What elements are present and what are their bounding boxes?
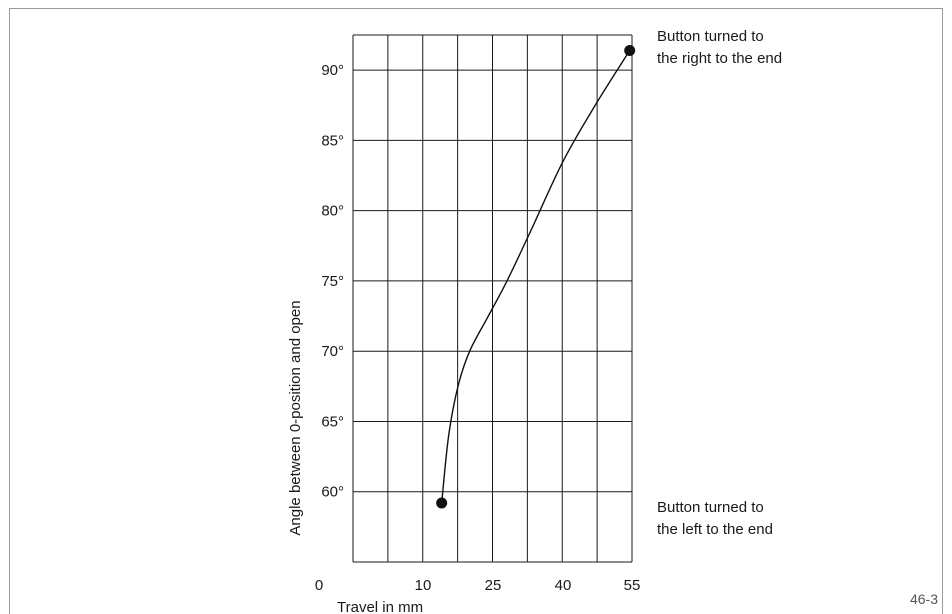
y-axis-tick-labels: 60° 65° 70° 75° 80° 85° 90° [321,62,344,501]
x-tick-label: 0 [315,577,323,594]
y-tick-label: 60° [321,484,344,501]
chart-grid [352,34,633,563]
y-tick-label: 85° [321,132,344,149]
y-tick-label: 70° [321,343,344,360]
x-axis-tick-labels: 0 10 25 40 55 [315,577,641,594]
y-tick-label: 75° [321,273,344,290]
x-tick-label: 10 [415,577,432,594]
y-tick-label: 65° [321,413,344,430]
figure-frame [9,8,943,614]
x-axis-title: Travel in mm [337,599,423,614]
point-right-end [624,44,636,56]
y-axis-title: Angle between 0-position and open [287,300,304,535]
y-tick-label: 90° [321,62,344,79]
figure-id: 46-3 [910,591,938,607]
annotation-left-end-line1: Button turned to [657,499,764,516]
y-tick-label: 80° [321,203,344,220]
annotation-left-end-line2: the left to the end [657,521,773,538]
angle-travel-curve [440,50,631,504]
annotation-right-end-line2: the right to the end [657,50,782,67]
x-tick-label: 55 [624,577,641,594]
point-left-end [436,497,448,509]
x-tick-label: 25 [485,577,502,594]
annotation-right-end-line1: Button turned to [657,28,764,45]
x-tick-label: 40 [555,577,572,594]
